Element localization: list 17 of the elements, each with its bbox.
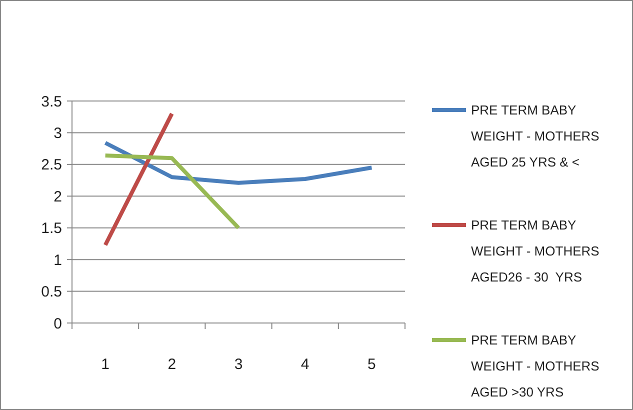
- y-tick-label: 1: [54, 252, 62, 269]
- x-tick-label: 2: [168, 356, 176, 373]
- y-tick-label: 0: [54, 315, 62, 332]
- x-tick-label: 1: [101, 356, 110, 373]
- line-series: [103, 140, 374, 185]
- legend-label: PRE TERM BABY WEIGHT - MOTHERS AGED >30 YRS: [471, 332, 600, 400]
- legend-label: PRE TERM BABY WEIGHT - MOTHERS AGED 25 YRS & <: [471, 102, 600, 170]
- y-tick-label: 1.5: [41, 220, 62, 238]
- legend-label: PRE TERM BABY WEIGHT - MOTHERS AGED26 - 30 YRS: [471, 218, 600, 285]
- y-tick-label: 3.5: [41, 93, 62, 110]
- y-tick-label: 0.5: [41, 284, 62, 301]
- y-tick-label: 3: [54, 124, 62, 142]
- x-tick-label: 4: [300, 356, 310, 373]
- y-tick-label: 2: [54, 188, 62, 206]
- x-tick-label: 3: [234, 356, 243, 373]
- x-tick-label: 5: [368, 356, 376, 373]
- y-tick-label: 2.5: [41, 156, 62, 174]
